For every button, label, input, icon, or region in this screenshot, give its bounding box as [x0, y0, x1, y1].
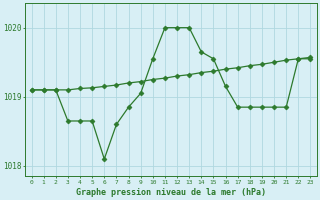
X-axis label: Graphe pression niveau de la mer (hPa): Graphe pression niveau de la mer (hPa) — [76, 188, 266, 197]
